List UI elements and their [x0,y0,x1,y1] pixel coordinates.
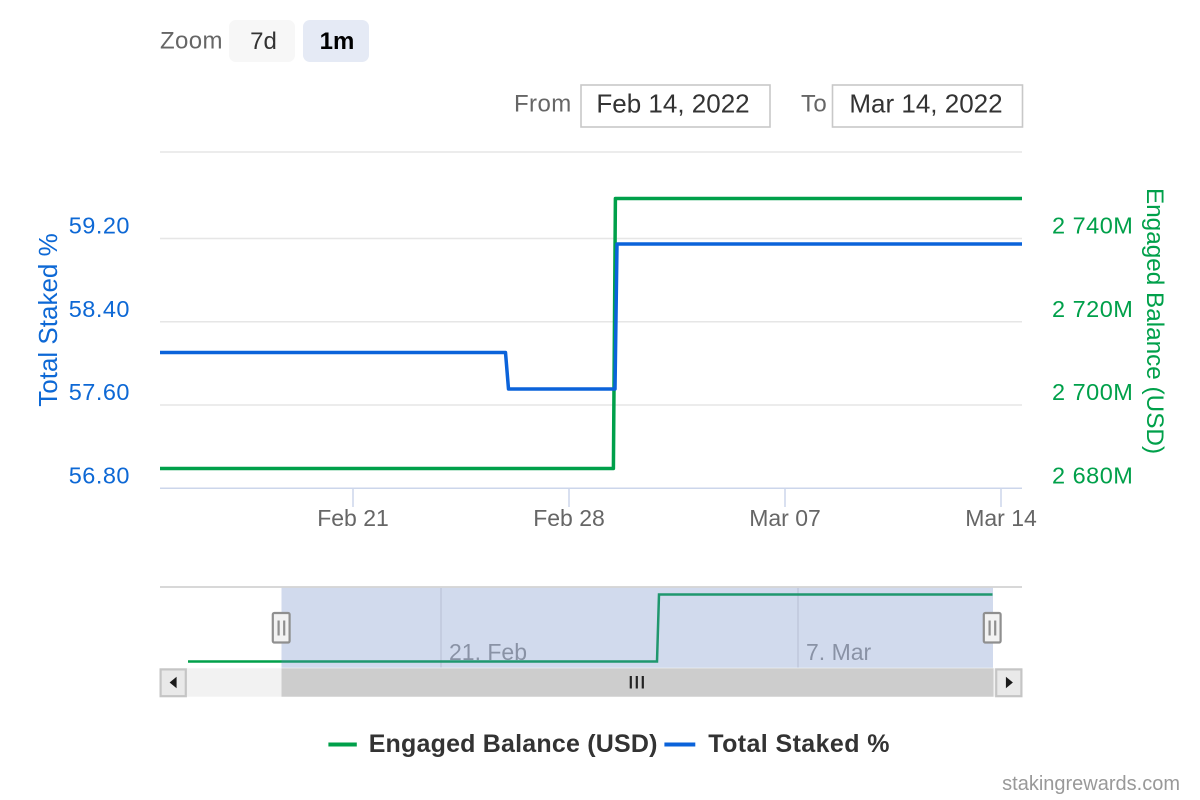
svg-text:From: From [514,91,572,118]
svg-text:21. Feb: 21. Feb [449,639,527,665]
svg-text:Mar 07: Mar 07 [749,505,821,531]
svg-text:1m: 1m [320,28,355,55]
svg-text:56.80: 56.80 [69,462,130,488]
svg-text:Feb 14, 2022: Feb 14, 2022 [596,89,749,119]
svg-text:57.60: 57.60 [69,379,130,405]
svg-text:2 720M: 2 720M [1052,296,1133,322]
svg-text:Feb 21: Feb 21 [317,505,389,531]
svg-text:2 700M: 2 700M [1052,379,1133,405]
svg-text:Total Staked %: Total Staked % [33,233,63,406]
svg-text:Zoom: Zoom [160,28,223,55]
svg-text:59.20: 59.20 [69,213,130,239]
svg-text:Mar 14: Mar 14 [965,505,1037,531]
svg-text:Engaged Balance (USD): Engaged Balance (USD) [369,730,658,758]
svg-text:58.40: 58.40 [69,296,130,322]
svg-text:7d: 7d [250,28,277,55]
svg-text:Engaged Balance (USD): Engaged Balance (USD) [1141,188,1168,454]
svg-text:Total Staked %: Total Staked % [708,730,890,758]
svg-text:stakingrewards.com: stakingrewards.com [1002,773,1180,795]
svg-text:2 740M: 2 740M [1052,213,1133,239]
svg-text:Feb 28: Feb 28 [533,505,605,531]
svg-text:To: To [801,91,827,118]
svg-text:7. Mar: 7. Mar [806,639,872,665]
svg-text:Mar 14, 2022: Mar 14, 2022 [849,89,1002,119]
svg-text:2 680M: 2 680M [1052,462,1133,488]
